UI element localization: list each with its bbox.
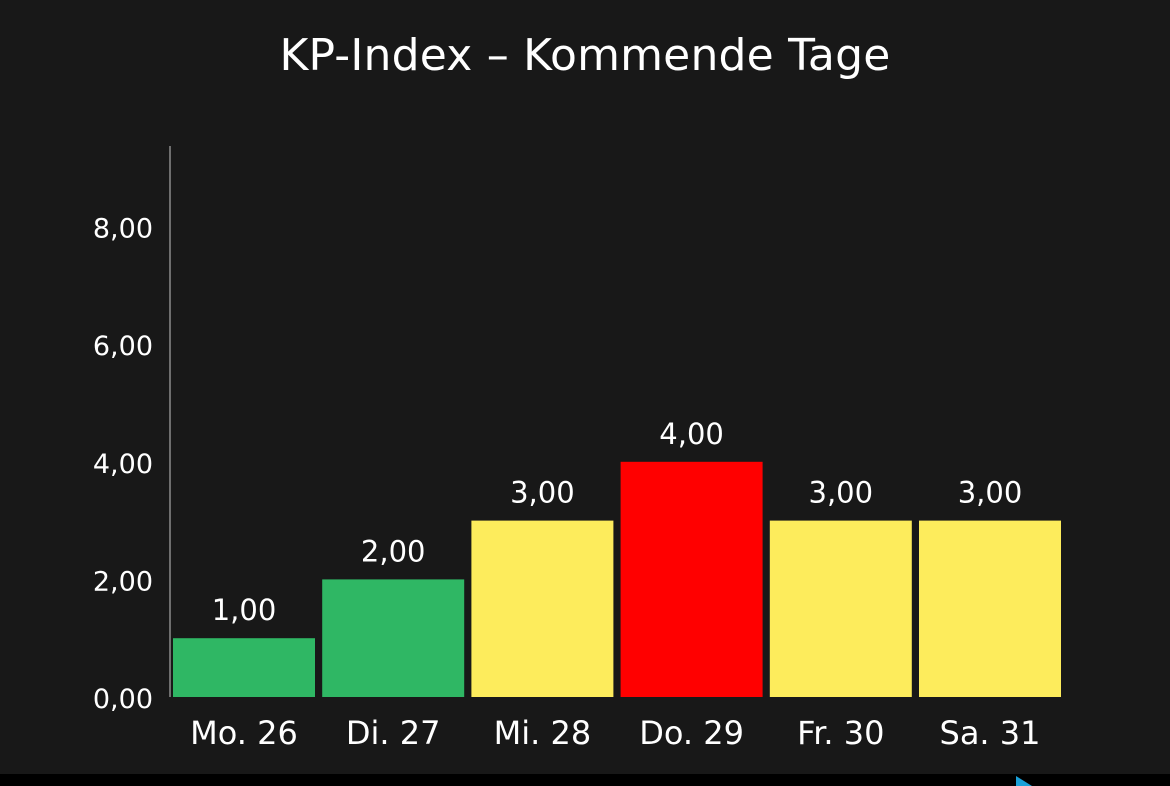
y-tick-label: 8,00: [93, 214, 153, 245]
bar-value-label: 3,00: [809, 476, 874, 510]
x-category-label: Do. 29: [639, 714, 744, 752]
bar-value-label: 2,00: [361, 534, 426, 568]
bar-1: [173, 638, 315, 697]
y-tick-label: 4,00: [93, 449, 153, 480]
x-category-label: Mi. 28: [494, 714, 592, 752]
bar-value-label: 3,00: [510, 476, 575, 510]
bar-value-label: 3,00: [958, 476, 1023, 510]
bar-6: [919, 520, 1061, 697]
y-tick-label: 2,00: [93, 566, 153, 597]
y-tick-label: 6,00: [93, 331, 153, 362]
bar-2: [322, 579, 465, 697]
bar-4: [620, 461, 763, 697]
corner-play-icon: [1016, 776, 1032, 786]
bottom-strip: [0, 774, 1170, 786]
bar-value-label: 4,00: [659, 417, 724, 451]
bar-value-label: 1,00: [212, 593, 277, 627]
chart-title: KP-Index – Kommende Tage: [279, 30, 891, 81]
y-tick-label: 0,00: [93, 684, 153, 715]
x-category-label: Fr. 30: [797, 714, 884, 752]
bar-3: [471, 520, 614, 697]
x-category-label: Di. 27: [346, 714, 441, 752]
x-category-label: Sa. 31: [940, 714, 1041, 752]
bar-5: [769, 520, 912, 697]
x-category-label: Mo. 26: [190, 714, 298, 752]
